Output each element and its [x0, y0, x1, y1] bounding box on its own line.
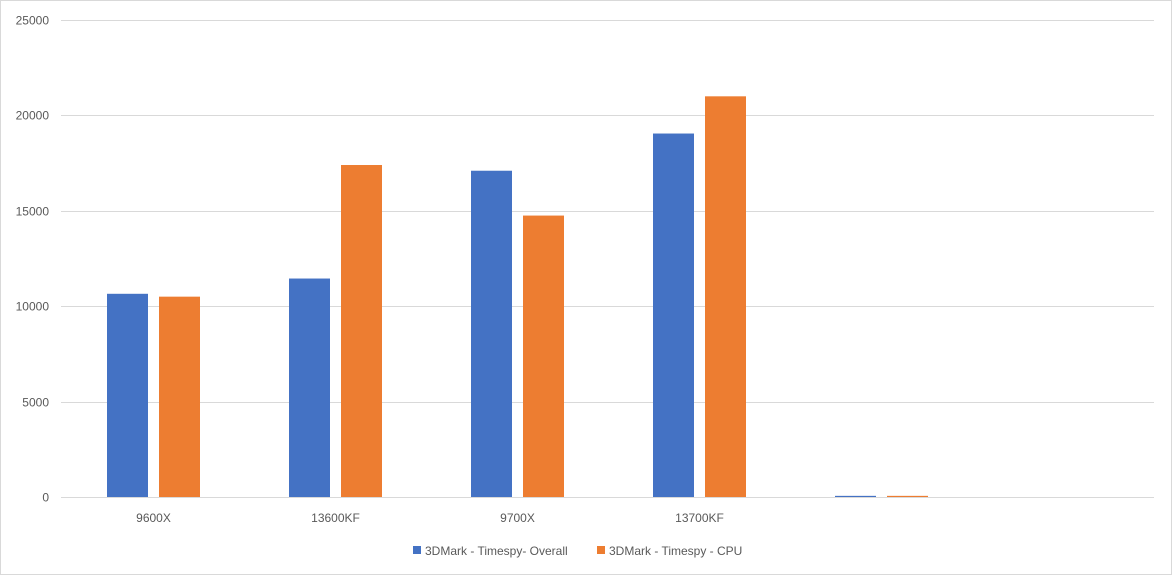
y-tick-label: 15000 [16, 205, 50, 219]
legend-label: 3DMark - Timespy- Overall [425, 544, 568, 558]
bar-cpu [523, 215, 564, 497]
bar-cpu [705, 96, 746, 497]
legend-swatch [413, 546, 421, 554]
x-tick-label: 9600X [136, 511, 171, 525]
gridlines [61, 20, 1154, 498]
bars [107, 96, 928, 497]
legend-label: 3DMark - Timespy - CPU [609, 544, 742, 558]
bar-overall [107, 293, 148, 497]
bar-overall [653, 133, 694, 497]
bar-overall [289, 278, 330, 497]
y-axis-tick-labels: 0 5000 10000 15000 20000 25000 [16, 14, 50, 505]
bar-overall [471, 170, 512, 497]
bar-overall [835, 495, 876, 497]
legend-swatch [597, 546, 605, 554]
bar-cpu [159, 296, 200, 497]
bar-cpu [341, 165, 382, 497]
y-tick-label: 10000 [16, 300, 50, 314]
legend: 3DMark - Timespy- Overall 3DMark - Timesp… [413, 544, 742, 558]
x-tick-label: 13700KF [675, 511, 724, 525]
x-axis-tick-labels: 9600X 13600KF 9700X 13700KF [136, 511, 724, 525]
y-tick-label: 25000 [16, 14, 50, 28]
y-tick-label: 20000 [16, 109, 50, 123]
bar-cpu [887, 495, 928, 497]
y-tick-label: 5000 [22, 396, 49, 410]
x-tick-label: 13600KF [311, 511, 360, 525]
y-tick-label: 0 [42, 491, 49, 505]
x-tick-label: 9700X [500, 511, 535, 525]
